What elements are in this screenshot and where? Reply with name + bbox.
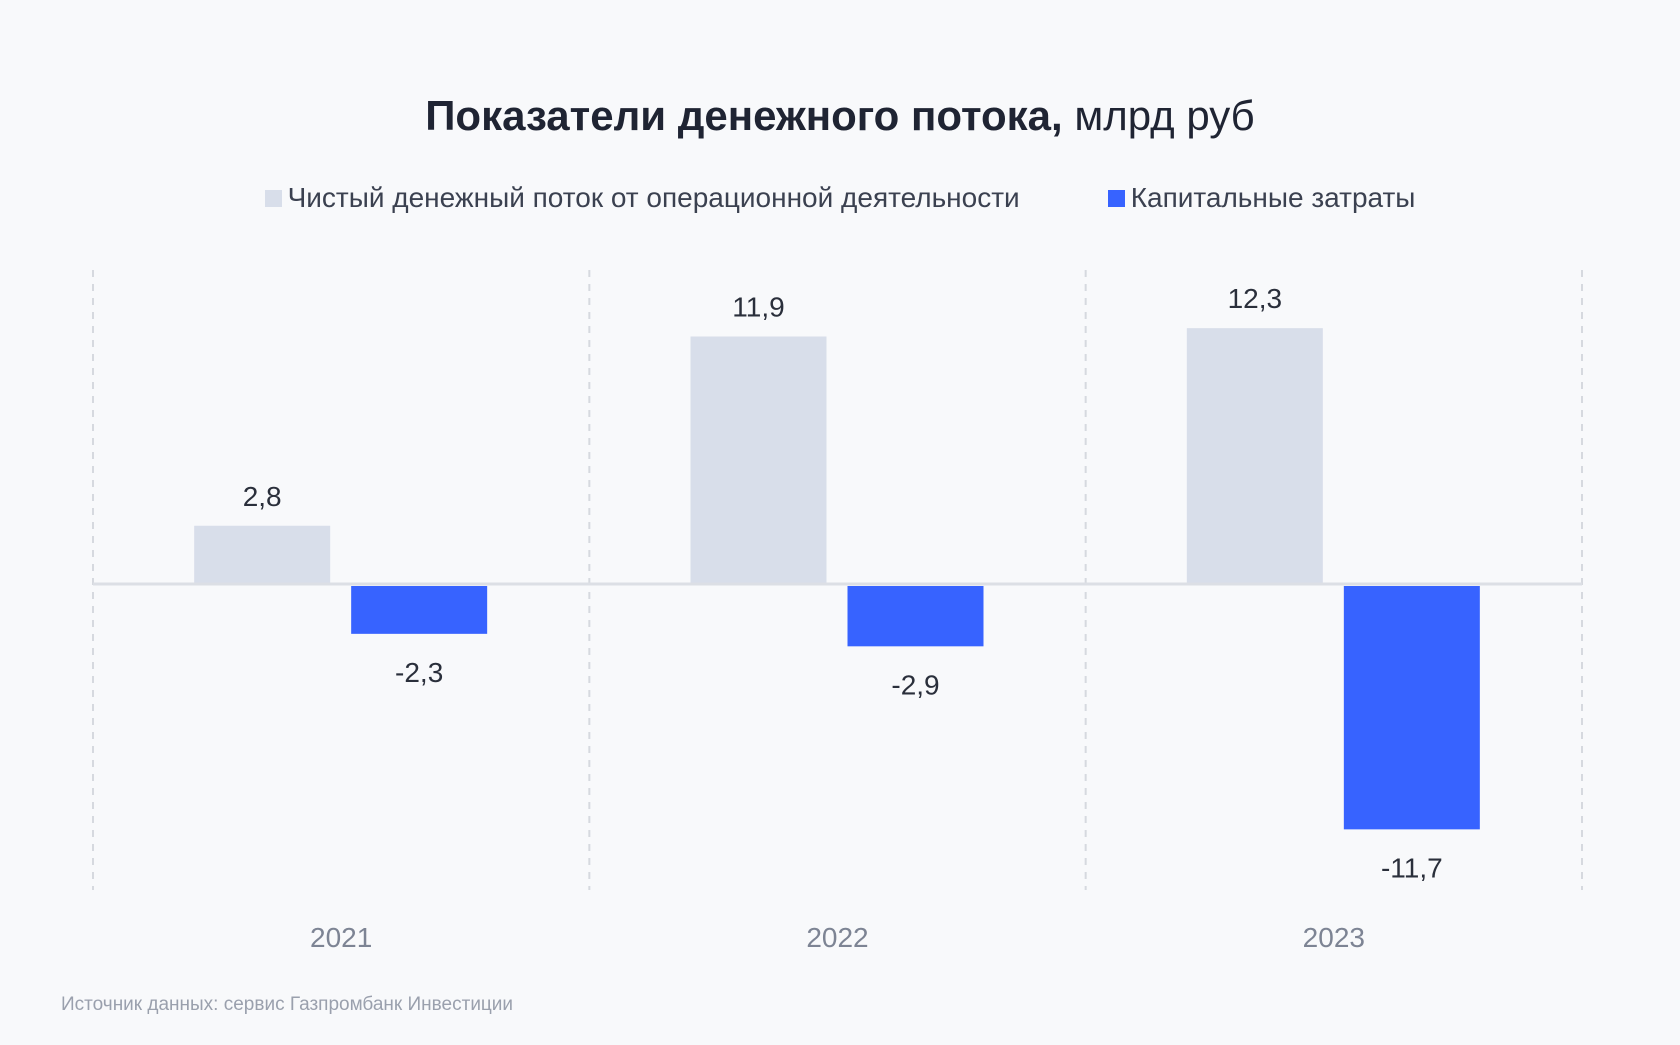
x-tick-label-2023: 2023 — [1303, 922, 1365, 953]
value-label-operating-cash-flow-2021: 2,8 — [243, 481, 282, 512]
value-label-capex-2021: -2,3 — [395, 657, 443, 688]
legend-item-operating-cash-flow: Чистый денежный поток от операционной де… — [264, 182, 1020, 214]
bar-capex-2021 — [351, 586, 488, 634]
x-tick-label-2022: 2022 — [806, 922, 868, 953]
chart-title: Показатели денежного потока, млрд руб — [0, 92, 1680, 140]
chart-title-main: Показатели денежного потока, — [425, 92, 1063, 139]
bar-operating-cash-flow-2023 — [1186, 328, 1323, 584]
legend-swatch-operating-cash-flow — [264, 189, 282, 207]
legend-item-capex: Капитальные затраты — [1107, 182, 1416, 214]
value-label-capex-2022: -2,9 — [891, 669, 939, 700]
chart-legend: Чистый денежный поток от операционной де… — [0, 182, 1680, 214]
legend-label-operating-cash-flow: Чистый денежный поток от операционной де… — [287, 182, 1020, 213]
value-label-operating-cash-flow-2022: 11,9 — [732, 291, 784, 322]
x-tick-label-2021: 2021 — [310, 922, 372, 953]
bar-capex-2022 — [847, 586, 984, 647]
bar-operating-cash-flow-2021 — [194, 525, 331, 584]
chart-title-unit: млрд руб — [1074, 92, 1255, 139]
value-label-capex-2023: -11,7 — [1381, 852, 1443, 883]
data-source-note: Источник данных: сервис Газпромбанк Инве… — [61, 994, 514, 1015]
value-label-operating-cash-flow-2023: 12,3 — [1228, 283, 1283, 314]
bar-operating-cash-flow-2022 — [690, 336, 827, 584]
legend-swatch-capex — [1107, 189, 1125, 207]
bar-capex-2023 — [1343, 586, 1480, 830]
legend-label-capex: Капитальные затраты — [1130, 182, 1416, 213]
